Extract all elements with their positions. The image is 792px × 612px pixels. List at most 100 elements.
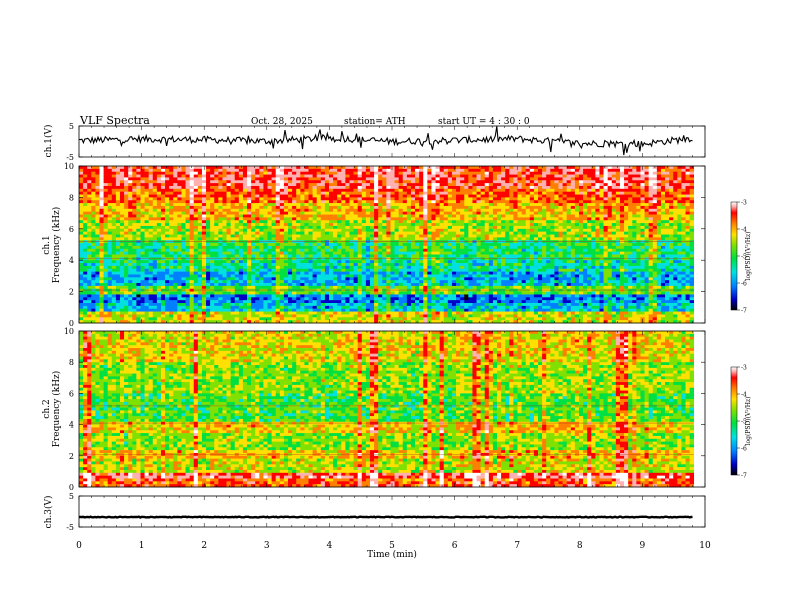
spectrogram-cell (591, 225, 596, 230)
spectrogram-cell (435, 200, 440, 204)
spectrogram-cell (136, 191, 141, 195)
spectrogram-cell (206, 225, 211, 230)
spectrogram-cell (341, 211, 346, 215)
spectrogram-cell (615, 234, 621, 238)
spectrogram-cell (218, 183, 223, 187)
spectrogram-cell (415, 254, 420, 258)
spectrogram-cell (292, 188, 297, 192)
spectrogram-cell (128, 223, 133, 227)
spectrogram-cell (308, 237, 313, 241)
spectrogram-cell (525, 240, 531, 244)
spectrogram-cell (525, 254, 531, 258)
spectrogram-cell (115, 234, 121, 238)
spectrogram-cell (595, 174, 600, 178)
spectrogram-cell (624, 185, 629, 190)
spectrogram-cell (156, 183, 162, 187)
spectrogram-cell (148, 248, 154, 252)
spectrogram-cell (275, 225, 281, 230)
spectrogram-cell (464, 180, 469, 184)
spectrogram-cell (283, 177, 289, 181)
spectrogram-cell (615, 205, 621, 210)
spectrogram-cell (87, 214, 92, 218)
spectrogram-cell (357, 248, 363, 252)
spectrogram-cell (300, 188, 305, 192)
spectrogram-cell (538, 203, 543, 207)
spectrogram-cell (238, 166, 244, 170)
spectrogram-cell (119, 171, 125, 175)
spectrogram-cell (181, 174, 186, 178)
spectrogram-cell (259, 243, 264, 247)
spectrogram-cell (468, 225, 473, 230)
spectrogram-cell (91, 220, 96, 224)
spectrogram-cell (406, 245, 412, 250)
spectrogram-cell (296, 171, 301, 175)
spectrogram-cell (201, 177, 207, 181)
spectrogram-cell (587, 217, 592, 221)
spectrogram-cell (550, 200, 555, 204)
spectrogram-cell (624, 240, 629, 244)
spectrogram-cell (484, 177, 490, 181)
spectrogram-cell (345, 254, 350, 258)
spectrogram-cell (427, 174, 432, 178)
spectrogram-cell (304, 166, 309, 170)
spectrogram-cell (226, 203, 231, 207)
spectrogram-cell (685, 248, 690, 252)
spectrogram-cell (87, 197, 92, 201)
spectrogram-cell (685, 188, 690, 192)
spectrogram-cell (644, 208, 649, 212)
spectrogram-cell (410, 228, 416, 232)
spectrogram-cell (529, 200, 535, 204)
spectrogram-cell (497, 237, 502, 241)
spectrogram-cell (529, 228, 535, 232)
spectrogram-cell (599, 225, 604, 230)
spectrogram-cell (533, 191, 539, 195)
spectrogram-cell (369, 220, 375, 224)
spectrogram-cell (415, 248, 420, 252)
spectrogram-cell (529, 211, 535, 215)
spectrogram-cell (91, 240, 96, 244)
spectrogram-cell (398, 220, 404, 224)
spectrogram-cell (169, 240, 174, 244)
spectrogram-cell (333, 231, 338, 235)
spectrogram-cell (189, 217, 195, 221)
spectrogram-cell (562, 237, 567, 241)
spectrogram-cell (685, 245, 690, 250)
spectrogram-cell (95, 225, 100, 230)
spectrogram-cell (128, 234, 133, 238)
spectrogram-cell (181, 205, 186, 210)
spectrogram-cell (509, 217, 514, 221)
spectrogram-cell (456, 183, 461, 187)
spectrogram-cell (656, 205, 662, 210)
spectrogram-cell (259, 200, 264, 204)
spectrogram-cell (148, 240, 154, 244)
spectrogram-cell (251, 185, 256, 190)
spectrogram-cell (689, 208, 695, 212)
spectrogram-cell (165, 208, 170, 212)
spectrogram-cell (456, 174, 461, 178)
spectrogram-cell (349, 248, 354, 252)
spectrogram-cell (324, 180, 330, 184)
spectrogram-cell (665, 231, 670, 235)
spectrogram-cell (95, 254, 100, 258)
spectrogram-cell (542, 183, 547, 187)
spectrogram-cell (189, 220, 195, 224)
spectrogram-cell (337, 225, 342, 230)
spectrogram-cell (316, 234, 322, 238)
spectrogram-cell (644, 234, 649, 238)
spectrogram-cell (472, 217, 477, 221)
spectrogram-cell (119, 254, 125, 258)
spectrogram-cell (427, 208, 432, 212)
spectrogram-cell (464, 168, 469, 172)
spectrogram-cell (99, 197, 104, 201)
spectrogram-cell (472, 237, 477, 241)
spectrogram-cell (226, 208, 231, 212)
spectrogram-cell (189, 245, 195, 250)
spectrogram-cell (251, 174, 256, 178)
spectrogram-cell (394, 171, 399, 175)
spectrogram-cell (169, 231, 174, 235)
spectrogram-cell (460, 234, 465, 238)
spectrogram-cell (91, 200, 96, 204)
spectrogram-cell (406, 183, 412, 187)
spectrogram-cell (283, 251, 289, 255)
spectrogram-cell (505, 200, 510, 204)
